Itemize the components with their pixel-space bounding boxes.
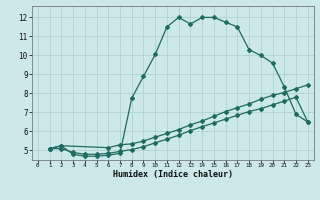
X-axis label: Humidex (Indice chaleur): Humidex (Indice chaleur) [113,170,233,179]
